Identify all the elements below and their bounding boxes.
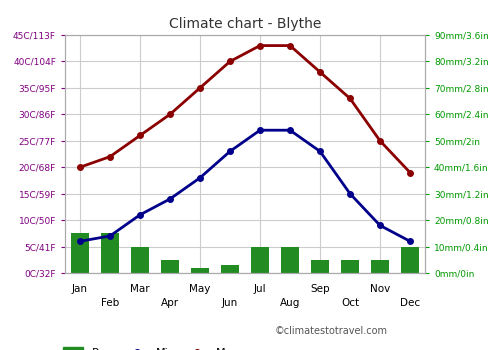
Bar [71, 233, 89, 273]
Title: Climate chart - Blythe: Climate chart - Blythe [169, 17, 321, 31]
Text: Jul: Jul [254, 284, 266, 294]
Text: Aug: Aug [280, 298, 300, 308]
Text: Sep: Sep [310, 284, 330, 294]
Text: Feb: Feb [101, 298, 119, 308]
Text: Mar: Mar [130, 284, 150, 294]
Text: Dec: Dec [400, 298, 420, 308]
Bar [311, 260, 329, 273]
Bar [401, 246, 419, 273]
Text: Apr: Apr [161, 298, 179, 308]
Text: Oct: Oct [341, 298, 359, 308]
Bar [131, 246, 149, 273]
Text: Jan: Jan [72, 284, 88, 294]
Bar [161, 260, 179, 273]
Bar [191, 268, 209, 273]
Bar [251, 246, 269, 273]
Text: Nov: Nov [370, 284, 390, 294]
Bar [371, 260, 389, 273]
Text: May: May [190, 284, 210, 294]
Bar [101, 233, 119, 273]
Legend: Prec, Min, Max: Prec, Min, Max [64, 348, 239, 350]
Text: Jun: Jun [222, 298, 238, 308]
Bar [341, 260, 359, 273]
Text: ©climatestotravel.com: ©climatestotravel.com [275, 326, 388, 336]
Bar [281, 246, 299, 273]
Bar [221, 265, 239, 273]
